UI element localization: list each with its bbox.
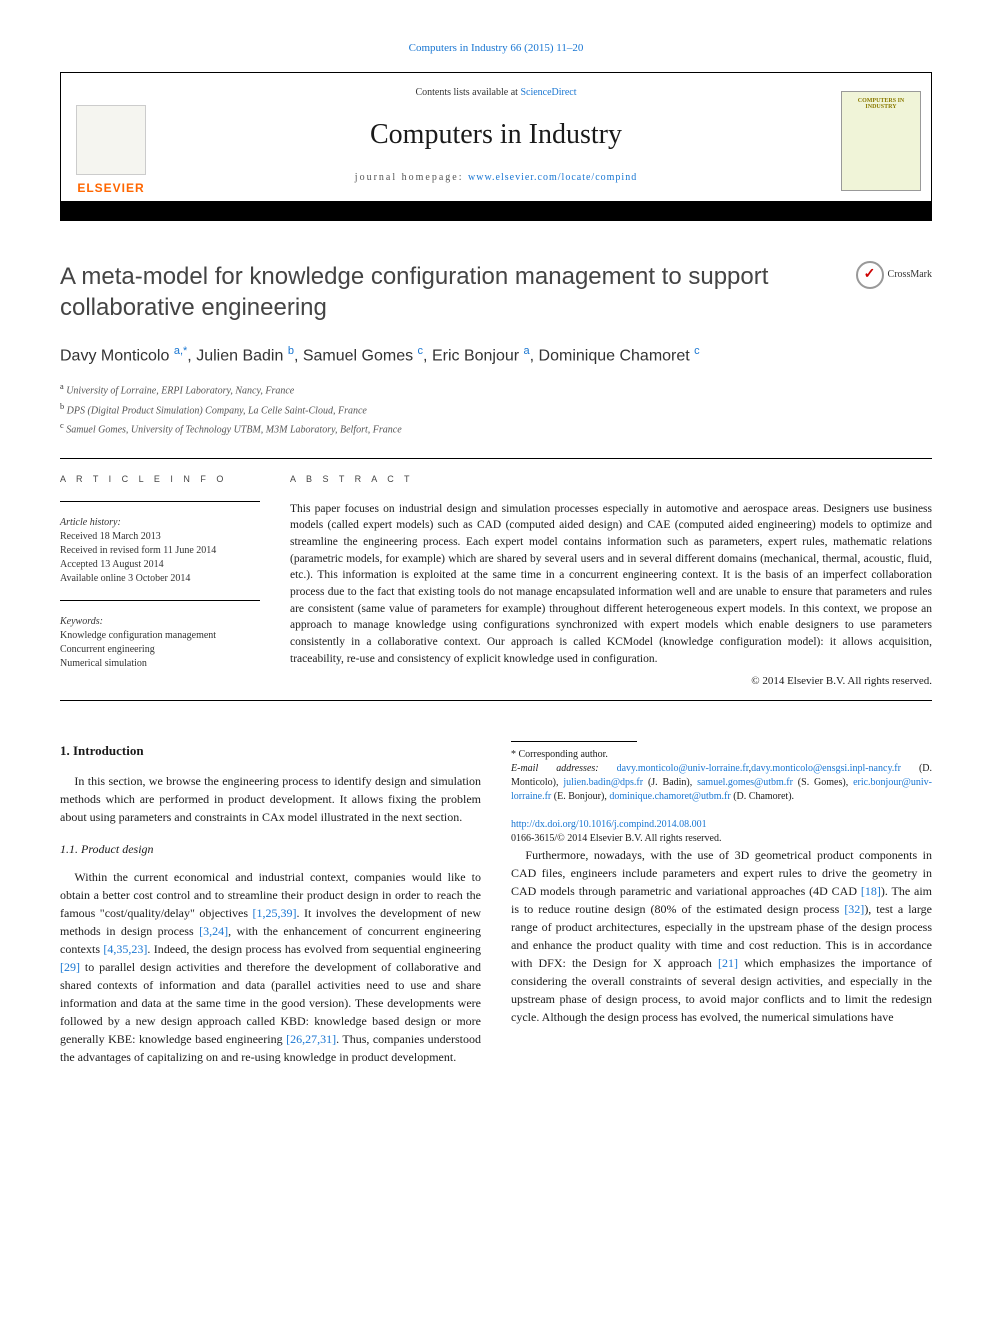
email-link[interactable]: julien.badin@dps.fr — [563, 777, 643, 788]
journal-cover-thumbnail: COMPUTERS IN INDUSTRY — [841, 91, 921, 191]
abstract-copyright: © 2014 Elsevier B.V. All rights reserved… — [290, 673, 932, 690]
article-history-block: Article history: Received 18 March 2013 … — [60, 516, 260, 586]
text-run: (E. Bonjour), — [551, 791, 609, 802]
cover-thumb-title: COMPUTERS IN INDUSTRY — [842, 98, 920, 111]
divider — [60, 600, 260, 601]
journal-homepage-link[interactable]: www.elsevier.com/locate/compind — [468, 172, 637, 183]
journal-homepage-line: journal homepage: www.elsevier.com/locat… — [161, 170, 831, 185]
citation-link[interactable]: Computers in Industry 66 (2015) 11–20 — [409, 42, 584, 54]
section-heading-1: 1. Introduction — [60, 741, 481, 761]
citation-ref[interactable]: [21] — [718, 956, 738, 970]
affiliation-line: b DPS (Digital Product Simulation) Compa… — [60, 400, 932, 419]
elsevier-tree-icon — [76, 105, 146, 175]
email-link[interactable]: samuel.gomes@utbm.fr — [697, 777, 793, 788]
masthead-center: Contents lists available at ScienceDirec… — [161, 81, 831, 201]
citation-ref[interactable]: [29] — [60, 960, 80, 974]
journal-title: Computers in Industry — [161, 114, 831, 156]
affiliation-line: c Samuel Gomes, University of Technology… — [60, 419, 932, 438]
journal-cover-block: COMPUTERS IN INDUSTRY — [831, 81, 931, 201]
keywords-label: Keywords: — [60, 615, 260, 629]
keyword-item: Numerical simulation — [60, 657, 260, 671]
text-run: (D. Chamoret). — [731, 791, 794, 802]
abstract-text: This paper focuses on industrial design … — [290, 501, 932, 668]
info-abstract-row: A R T I C L E I N F O Article history: R… — [60, 473, 932, 690]
citation-ref[interactable]: [1,25,39] — [253, 906, 297, 920]
divider — [60, 700, 932, 701]
article-header: A meta-model for knowledge configuration… — [60, 261, 932, 323]
doi-link[interactable]: http://dx.doi.org/10.1016/j.compind.2014… — [511, 819, 707, 830]
email-link[interactable]: davy.monticolo@ensgsi.inpl-nancy.fr — [751, 763, 901, 774]
paragraph: Furthermore, nowadays, with the use of 3… — [511, 846, 932, 1026]
email-addresses: E-mail addresses: davy.monticolo@univ-lo… — [511, 762, 932, 804]
publisher-block: ELSEVIER — [61, 81, 161, 201]
text-run: (J. Badin), — [643, 777, 697, 788]
article-info-heading: A R T I C L E I N F O — [60, 473, 260, 487]
history-online: Available online 3 October 2014 — [60, 572, 260, 586]
abstract-column: A B S T R A C T This paper focuses on in… — [290, 473, 932, 690]
article-body: 1. Introduction In this section, we brow… — [60, 741, 932, 1067]
email-link[interactable]: dominique.chamoret@utbm.fr — [609, 791, 730, 802]
history-label: Article history: — [60, 516, 260, 530]
keyword-item: Knowledge configuration management — [60, 629, 260, 643]
contents-available-line: Contents lists available at ScienceDirec… — [161, 85, 831, 100]
elsevier-wordmark: ELSEVIER — [77, 179, 144, 197]
footnotes: * Corresponding author. E-mail addresses… — [511, 748, 932, 804]
history-accepted: Accepted 13 August 2014 — [60, 558, 260, 572]
corresponding-author-note: * Corresponding author. — [511, 748, 932, 762]
citation-ref[interactable]: [4,35,23] — [103, 942, 147, 956]
divider — [60, 501, 260, 502]
paragraph: In this section, we browse the engineeri… — [60, 772, 481, 826]
crossmark-badge[interactable]: ✓ CrossMark — [856, 261, 932, 289]
citation-ref[interactable]: [26,27,31] — [286, 1032, 336, 1046]
issn-copyright-line: 0166-3615/© 2014 Elsevier B.V. All right… — [511, 833, 721, 844]
article-info-column: A R T I C L E I N F O Article history: R… — [60, 473, 260, 690]
citation-ref[interactable]: [32] — [844, 902, 864, 916]
crossmark-icon: ✓ — [856, 261, 884, 289]
masthead: ELSEVIER Contents lists available at Sci… — [60, 72, 932, 221]
footnote-rule — [511, 741, 637, 742]
article-title: A meta-model for knowledge configuration… — [60, 261, 932, 323]
paragraph: Within the current economical and indust… — [60, 868, 481, 1066]
sciencedirect-link[interactable]: ScienceDirect — [520, 87, 576, 98]
authors-line: Davy Monticolo a,*, Julien Badin b, Samu… — [60, 343, 932, 368]
affiliations: a University of Lorraine, ERPI Laborator… — [60, 380, 932, 438]
text-run: (S. Gomes), — [793, 777, 853, 788]
homepage-prefix: journal homepage: — [355, 172, 468, 183]
affiliation-line: a University of Lorraine, ERPI Laborator… — [60, 380, 932, 399]
footnote-block: * Corresponding author. E-mail addresses… — [511, 741, 932, 846]
citation-ref[interactable]: [18] — [861, 884, 881, 898]
citation-line: Computers in Industry 66 (2015) 11–20 — [60, 40, 932, 57]
history-received: Received 18 March 2013 — [60, 530, 260, 544]
doi-block: http://dx.doi.org/10.1016/j.compind.2014… — [511, 818, 932, 846]
keywords-block: Keywords: Knowledge configuration manage… — [60, 615, 260, 671]
history-revised: Received in revised form 11 June 2014 — [60, 544, 260, 558]
crossmark-label: CrossMark — [888, 267, 932, 282]
keyword-item: Concurrent engineering — [60, 643, 260, 657]
contents-prefix: Contents lists available at — [415, 87, 520, 98]
email-label: E-mail addresses: — [511, 763, 617, 774]
divider — [60, 458, 932, 459]
email-link[interactable]: davy.monticolo@univ-lorraine.fr — [617, 763, 749, 774]
abstract-heading: A B S T R A C T — [290, 473, 932, 487]
section-heading-1-1: 1.1. Product design — [60, 840, 481, 858]
text-run: . Indeed, the design process has evolved… — [147, 942, 481, 956]
citation-ref[interactable]: [3,24] — [199, 924, 228, 938]
